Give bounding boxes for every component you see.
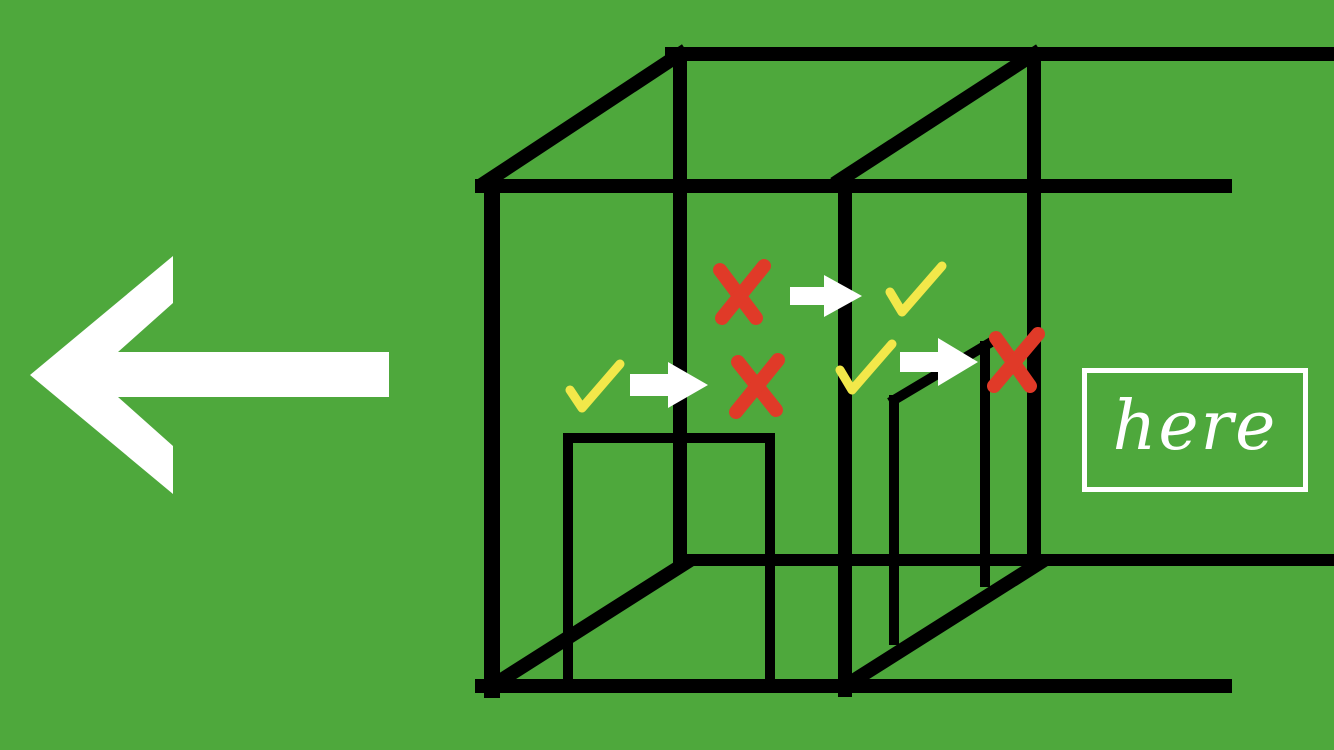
x-mark-icon xyxy=(729,353,785,419)
back-arrow-icon[interactable] xyxy=(30,256,389,494)
right-arrow-icon xyxy=(790,275,862,317)
check-mark-icon xyxy=(885,261,947,317)
right-arrow-icon xyxy=(900,338,978,386)
here-label: here xyxy=(1112,387,1278,466)
wireframe-corridor xyxy=(475,44,1334,698)
left-doorway xyxy=(563,433,775,685)
check-mark-icon xyxy=(565,359,625,413)
right-doorway xyxy=(887,337,995,645)
here-button[interactable]: here xyxy=(1082,368,1308,492)
right-arrow-icon xyxy=(630,362,708,408)
x-mark-icon xyxy=(987,327,1045,393)
check-mark-icon xyxy=(835,339,897,395)
x-mark-icon xyxy=(713,259,771,325)
